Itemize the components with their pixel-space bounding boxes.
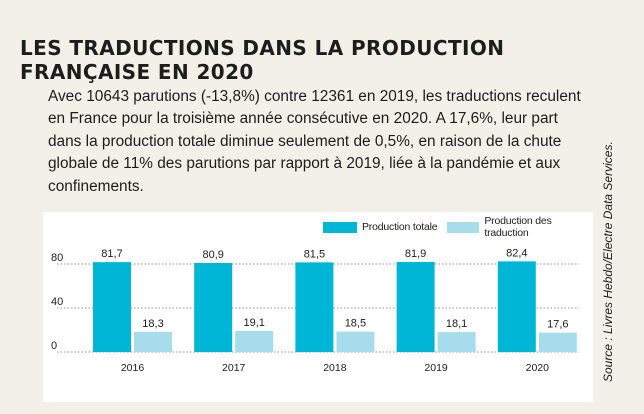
bar-production-traduction	[235, 330, 274, 352]
source-note: Source : Livres Hebdo/Electre Data Servi…	[601, 141, 615, 382]
bar-production-totale	[194, 263, 233, 352]
y-tick-label: 80	[51, 252, 63, 264]
legend-item-production-traduction: Production des traduction	[447, 215, 593, 239]
data-label: 18,5	[345, 318, 366, 330]
data-label: 18,3	[142, 318, 163, 330]
x-tick-label: 2020	[526, 362, 550, 374]
bar-production-traduction	[437, 332, 476, 352]
y-tick-label: 40	[51, 296, 63, 308]
chart-panel: Production totale Production des traduct…	[43, 212, 593, 402]
x-tick-label: 2019	[424, 362, 448, 374]
data-label: 81,9	[405, 248, 426, 260]
bar-chart: 0 40 80 81,7 18,3 2016 80,9 19,1 2017 81,5 18,5 201…	[51, 247, 579, 374]
y-tick-label: 0	[51, 340, 57, 352]
bar-production-traduction	[336, 331, 375, 352]
data-label: 18,1	[446, 318, 467, 330]
data-label: 17,6	[547, 319, 568, 331]
x-tick-label: 2017	[222, 362, 246, 374]
data-label: 81,5	[304, 248, 325, 260]
data-label: 81,7	[101, 248, 122, 260]
legend-item-production-totale: Production totale	[323, 220, 438, 234]
legend-swatch-production-traduction	[447, 221, 480, 233]
x-tick-label: 2016	[121, 362, 145, 374]
bar-production-totale	[497, 261, 536, 352]
chart-title: LES TRADUCTIONS DANS LA PRODUCTION FRANÇ…	[20, 36, 505, 84]
legend-label-production-totale: Production totale	[362, 221, 438, 233]
bar-production-totale	[396, 261, 435, 352]
data-label: 19,1	[243, 317, 264, 329]
legend-label-production-traduction: Production des traduction	[484, 215, 552, 239]
data-label: 82,4	[506, 247, 527, 259]
legend-swatch-production-totale	[323, 221, 357, 233]
intro-paragraph: Avec 10643 parutions (-13,8%) contre 123…	[48, 88, 581, 195]
bar-production-traduction	[538, 332, 577, 352]
x-tick-label: 2018	[323, 362, 347, 374]
bar-production-traduction	[134, 331, 172, 352]
bar-production-totale	[295, 262, 334, 352]
data-label: 80,9	[202, 249, 223, 261]
bar-production-totale	[93, 262, 131, 352]
